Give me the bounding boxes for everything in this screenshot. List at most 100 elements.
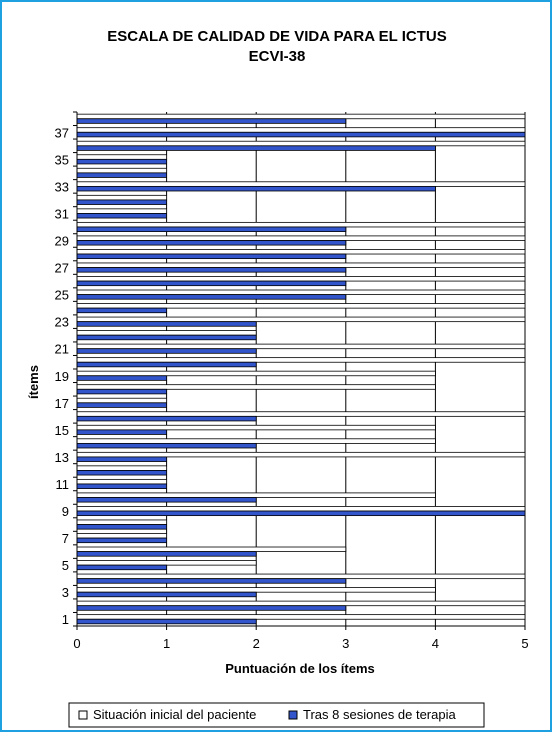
bar-therapy-item-34 — [76, 172, 167, 178]
chart-subtitle: ECVI-38 — [249, 48, 306, 65]
x-tick-label: 2 — [253, 636, 260, 651]
y-tick-label: 33 — [55, 179, 69, 194]
y-tick-label: 25 — [55, 288, 69, 303]
bar-therapy-item-22 — [76, 334, 257, 341]
bar-therapy-item-21 — [76, 348, 257, 354]
bar-initial-item-11 — [76, 478, 167, 485]
legend-swatch-therapy — [288, 710, 298, 720]
legend-label-initial: Situación inicial del paciente — [93, 707, 256, 722]
bar-therapy-item-12 — [76, 470, 167, 476]
bar-initial-item-34 — [76, 167, 167, 174]
bar-therapy-item-32 — [76, 199, 167, 205]
y-tick-label: 5 — [62, 558, 69, 573]
x-tick-label: 4 — [432, 636, 439, 651]
y-axis-label: ítems — [26, 365, 41, 399]
x-tick-label: 0 — [73, 636, 80, 651]
bar-therapy-item-14 — [76, 442, 257, 449]
bar-initial-item-36 — [76, 140, 526, 147]
bar-initial-item-10 — [76, 492, 436, 498]
bar-initial-item-18 — [76, 384, 436, 390]
bar-initial-item-15 — [76, 424, 436, 431]
bar-initial-item-14 — [76, 438, 436, 444]
bar-therapy-item-2 — [76, 605, 347, 611]
bar-initial-item-23 — [76, 316, 526, 323]
bar-therapy-item-10 — [76, 497, 257, 503]
bar-initial-item-1 — [76, 614, 526, 620]
bar-initial-item-33 — [76, 181, 526, 187]
bar-initial-item-32 — [76, 194, 167, 201]
bar-therapy-item-28 — [76, 253, 347, 260]
x-tick-label: 5 — [521, 636, 528, 651]
bar-initial-item-13 — [76, 451, 526, 458]
bar-initial-item-24 — [76, 303, 526, 309]
y-tick-label: 1 — [62, 612, 69, 627]
y-tick-label: 35 — [55, 152, 69, 167]
bar-therapy-item-13 — [76, 456, 167, 462]
bar-therapy-item-20 — [76, 361, 257, 368]
bar-therapy-item-37 — [76, 131, 526, 138]
bar-initial-item-28 — [76, 249, 526, 255]
bar-initial-item-35 — [76, 154, 167, 160]
bar-initial-item-30 — [76, 221, 526, 228]
bar-initial-item-38 — [76, 113, 526, 120]
bar-therapy-item-23 — [76, 321, 257, 327]
legend-box — [68, 702, 485, 728]
bar-therapy-item-11 — [76, 483, 167, 489]
y-tick-label: 21 — [55, 342, 69, 357]
bar-therapy-item-38 — [76, 118, 347, 124]
bar-therapy-item-25 — [76, 294, 347, 300]
bar-initial-item-3 — [76, 587, 436, 593]
bar-initial-item-37 — [76, 127, 526, 133]
bar-initial-item-20 — [76, 357, 526, 363]
bar-initial-item-31 — [76, 208, 167, 214]
y-tick-label: 17 — [55, 396, 69, 411]
chart-title: ESCALA DE CALIDAD DE VIDA PARA EL ICTUS — [107, 28, 446, 45]
bar-initial-item-2 — [76, 600, 526, 607]
y-tick-label: 31 — [55, 206, 69, 221]
y-tick-label: 19 — [55, 369, 69, 384]
bar-initial-item-6 — [76, 546, 347, 553]
bar-initial-item-21 — [76, 343, 526, 350]
bar-initial-item-4 — [76, 573, 526, 580]
bar-therapy-item-18 — [76, 388, 167, 395]
bar-therapy-item-24 — [76, 307, 167, 314]
x-tick-label: 3 — [342, 636, 349, 651]
bar-therapy-item-5 — [76, 564, 167, 571]
y-tick-label: 27 — [55, 261, 69, 276]
bar-therapy-item-9 — [76, 510, 526, 517]
y-tick-label: 15 — [55, 423, 69, 438]
y-tick-label: 7 — [62, 531, 69, 546]
legend: Situación inicial del paciente Tras 8 se… — [68, 702, 485, 728]
bar-initial-item-26 — [76, 276, 526, 282]
bar-therapy-item-26 — [76, 280, 347, 287]
y-tick-label: 13 — [55, 450, 69, 465]
bar-initial-item-9 — [76, 506, 526, 512]
bar-therapy-item-31 — [76, 213, 167, 219]
bar-initial-item-16 — [76, 411, 526, 417]
bar-initial-item-27 — [76, 262, 526, 268]
y-tick-label: 23 — [55, 315, 69, 330]
bar-therapy-item-17 — [76, 402, 167, 408]
y-tick-label: 9 — [62, 504, 69, 519]
bar-initial-item-17 — [76, 397, 167, 404]
bar-therapy-item-16 — [76, 415, 257, 422]
bar-therapy-item-8 — [76, 524, 167, 530]
bar-initial-item-22 — [76, 330, 257, 336]
bar-therapy-item-3 — [76, 591, 257, 598]
bar-therapy-item-27 — [76, 267, 347, 273]
y-tick-label: 29 — [55, 234, 69, 249]
bar-therapy-item-19 — [76, 375, 167, 381]
bar-therapy-item-4 — [76, 578, 347, 584]
bar-therapy-item-35 — [76, 158, 167, 165]
bar-therapy-item-15 — [76, 429, 167, 435]
x-tick-label: 1 — [163, 636, 170, 651]
legend-label-therapy: Tras 8 sesiones de terapia — [303, 707, 456, 722]
bar-therapy-item-6 — [76, 551, 257, 557]
bar-initial-item-8 — [76, 519, 167, 525]
bar-therapy-item-36 — [76, 145, 436, 151]
bar-initial-item-7 — [76, 533, 167, 539]
bar-initial-item-5 — [76, 560, 257, 566]
